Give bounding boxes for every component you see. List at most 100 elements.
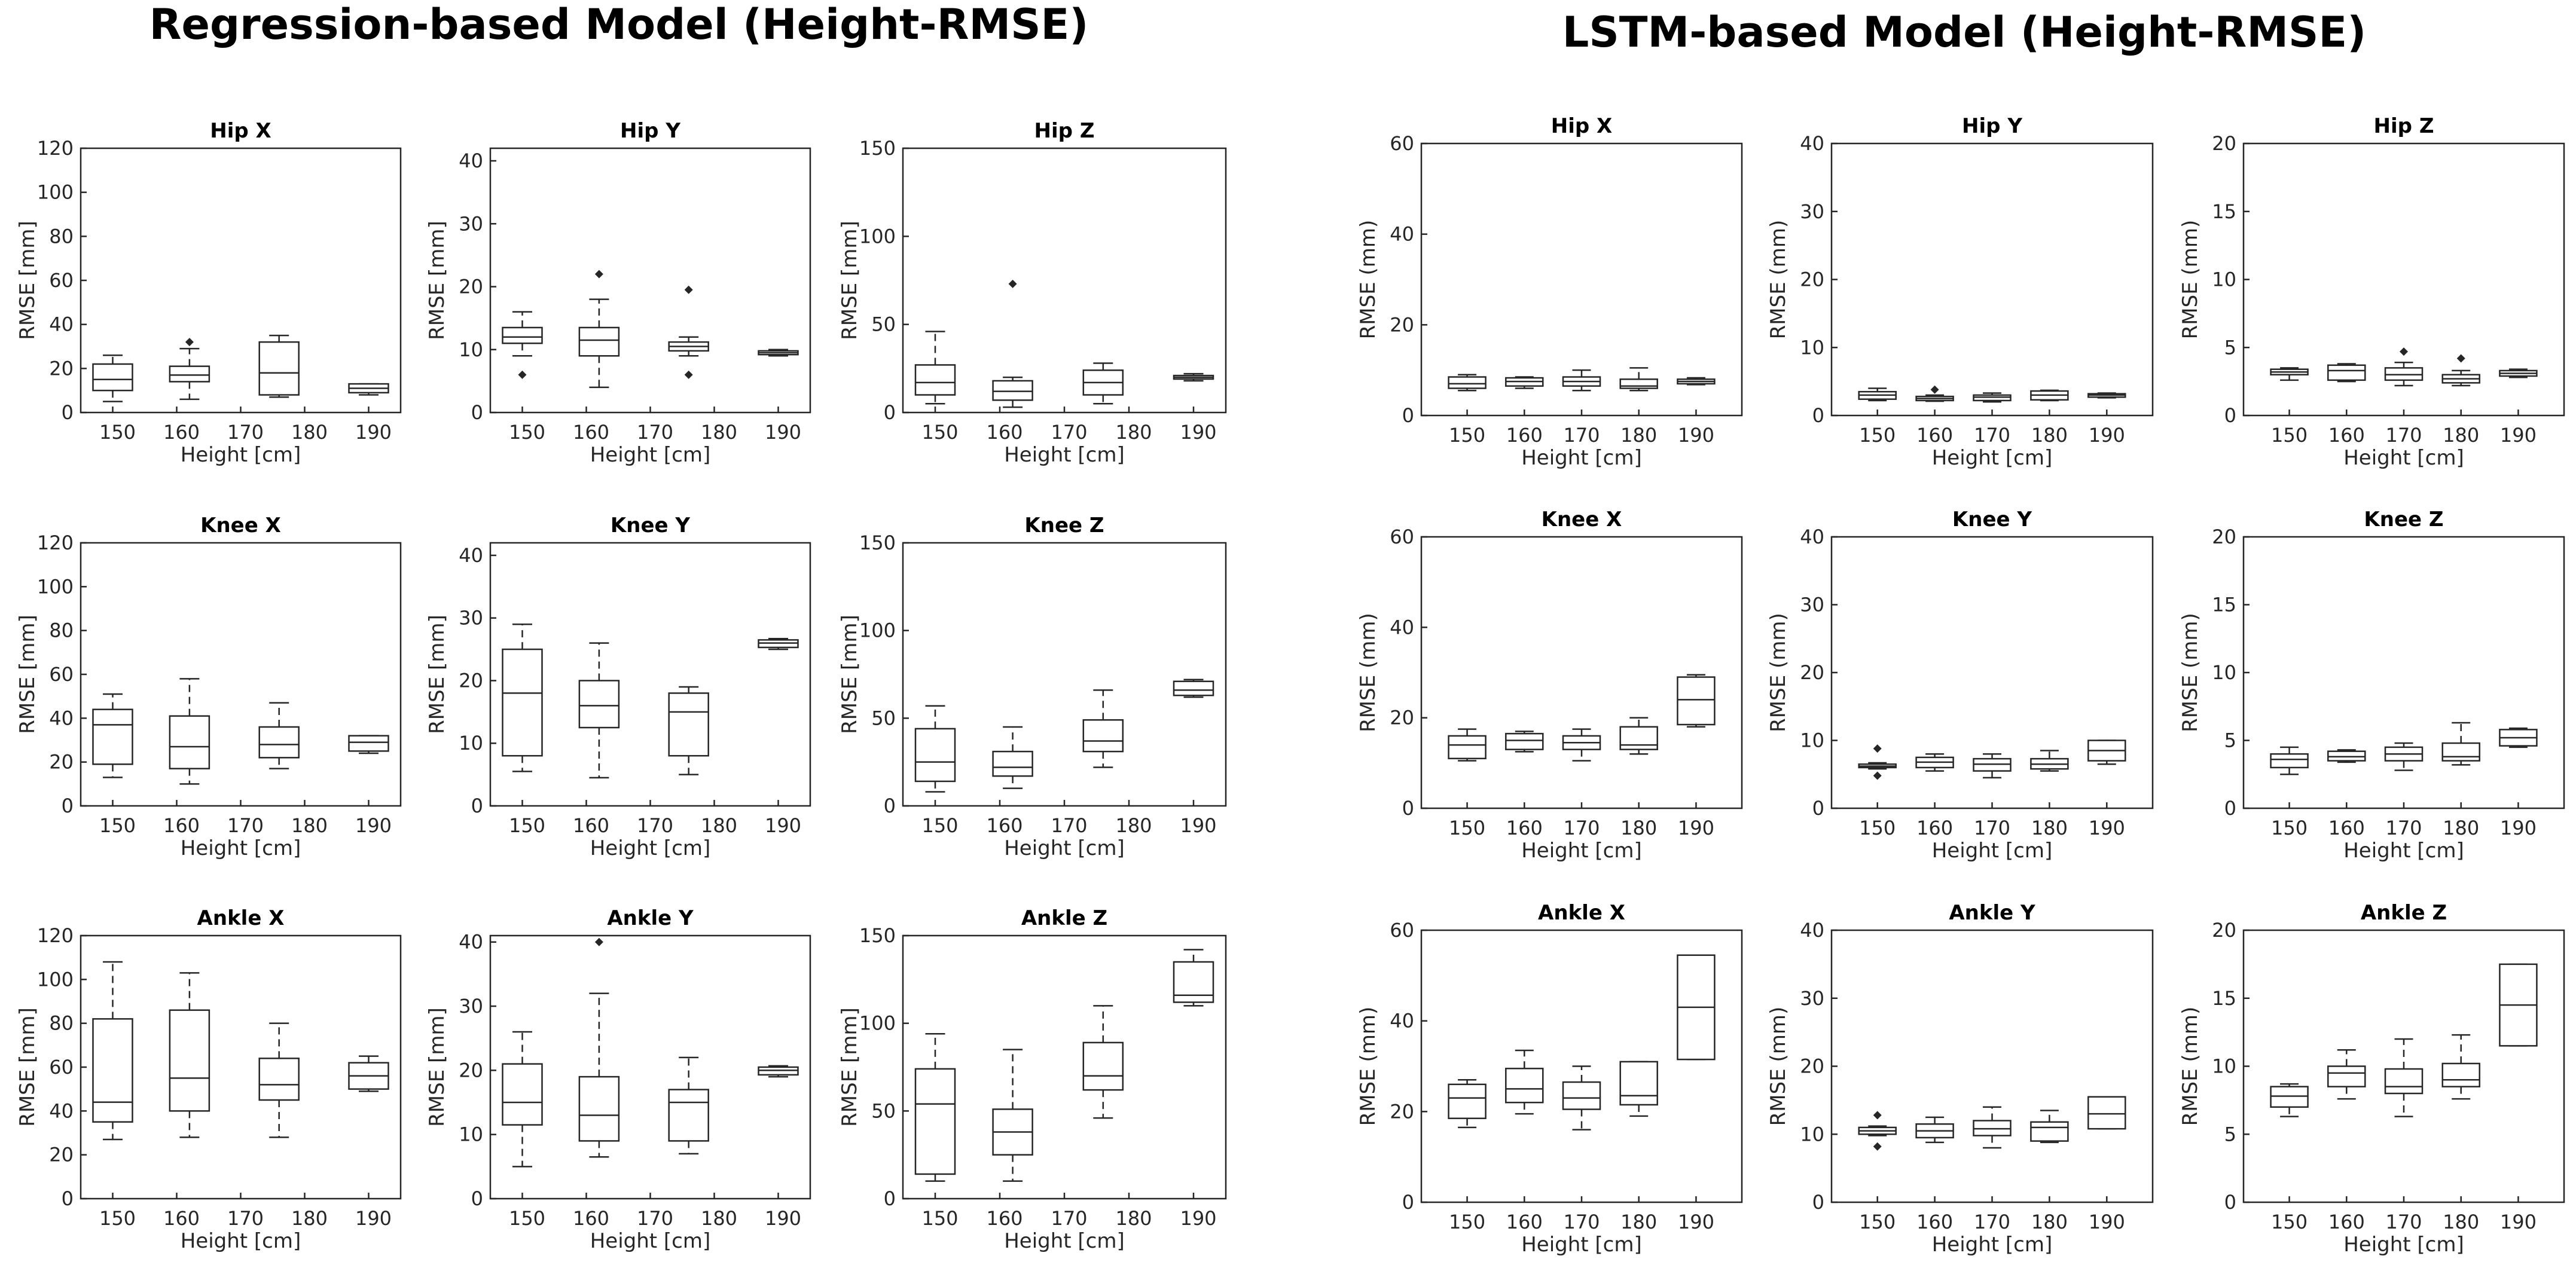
box-190	[1677, 954, 1716, 1061]
y-tick-label: 40	[1390, 223, 1414, 246]
y-axis-label: RMSE [mm]	[425, 221, 449, 340]
y-tick-label: 20	[49, 751, 74, 774]
x-tick-label: 180	[1115, 421, 1152, 444]
box-162	[578, 642, 620, 779]
y-axis-label: RMSE [mm]	[16, 221, 39, 340]
iqr-box	[1505, 1068, 1544, 1104]
box-180	[1619, 1061, 1658, 1117]
x-tick-label: 190	[2089, 424, 2125, 447]
box-190	[1677, 377, 1716, 386]
subplot-title: Knee Y	[611, 514, 691, 537]
outlier-point	[684, 370, 693, 379]
y-axis-label: RMSE [mm]	[425, 615, 449, 734]
iqr-box	[258, 1058, 300, 1101]
box-162	[992, 1049, 1033, 1182]
iqr-box	[92, 1018, 133, 1123]
x-tick-label: 160	[163, 421, 200, 444]
box-176	[258, 334, 300, 398]
x-tick-label: 150	[921, 814, 958, 837]
y-tick-label: 150	[859, 137, 896, 160]
box-150	[1858, 744, 1897, 780]
subplot-regression-hip-z: Hip Z 0 50 100 150 150 160 170 180 190 Height [cm]…	[838, 119, 1227, 467]
x-tick-label: 170	[1563, 817, 1600, 839]
y-tick-label: 10	[2212, 268, 2236, 291]
subplot-regression-knee-z: Knee Z 0 50 100 150 150 160 170 180 190 Height [cm…	[838, 514, 1227, 860]
box-162	[992, 726, 1033, 789]
y-axis-label: RMSE [mm]	[425, 1007, 449, 1127]
x-tick-label: 150	[1859, 1211, 1896, 1233]
x-tick-label: 170	[1051, 1207, 1087, 1230]
subplot-regression-hip-x: Hip X 0 20 40 60 80 100 120 150 160 170 180 190 Heigh…	[16, 119, 402, 467]
y-tick-label: 40	[1800, 919, 1824, 942]
x-tick-label: 150	[2271, 424, 2308, 447]
box-170	[1973, 392, 2012, 403]
y-tick-label: 0	[884, 401, 896, 424]
x-tick-label: 180	[1115, 1207, 1152, 1230]
subplot-title: Hip Z	[2374, 114, 2434, 138]
y-tick-label: 15	[2212, 987, 2236, 1010]
x-tick-label: 170	[1974, 1211, 2010, 1233]
y-tick-label: 40	[49, 1099, 74, 1122]
box-150	[92, 961, 133, 1141]
subplot-regression-ankle-x: Ankle X 0 20 40 60 80 100 120 150 160 170 180 190 Hei…	[16, 906, 402, 1253]
box-176	[668, 1056, 709, 1155]
x-tick-label: 170	[637, 814, 673, 837]
x-tick-label: 180	[2031, 424, 2068, 447]
x-tick-label: 190	[765, 421, 801, 444]
axes-frame	[1830, 929, 2154, 1203]
box-150	[1858, 1111, 1897, 1151]
iqr-box	[1448, 376, 1487, 389]
box-170	[2384, 742, 2424, 771]
y-tick-label: 0	[62, 401, 74, 424]
outlier-point	[1873, 1111, 1882, 1120]
box-170	[1562, 728, 1601, 762]
box-170	[2384, 1038, 2424, 1117]
x-tick-label: 150	[1449, 817, 1485, 839]
axes-frame	[489, 147, 811, 414]
x-tick-label: 170	[227, 421, 264, 444]
x-tick-label: 150	[99, 1207, 136, 1230]
y-axis-label: RMSE (mm)	[1356, 613, 1380, 732]
y-tick-label: 20	[2212, 525, 2236, 548]
subplot-title: Hip Y	[1962, 114, 2022, 138]
x-tick-label: 170	[1974, 817, 2010, 839]
y-tick-label: 100	[859, 1012, 896, 1035]
box-162	[169, 338, 210, 401]
x-tick-label: 150	[2271, 1211, 2308, 1233]
x-tick-label: 170	[2385, 817, 2422, 839]
y-tick-label: 50	[871, 313, 896, 336]
x-tick-label: 170	[1974, 424, 2010, 447]
y-tick-label: 120	[37, 924, 74, 947]
outlier-point	[185, 338, 194, 347]
y-axis-label: RMSE (mm)	[1766, 220, 1790, 340]
y-tick-label: 0	[884, 1187, 896, 1210]
x-tick-label: 190	[2089, 817, 2125, 839]
box-162	[169, 678, 210, 785]
y-tick-label: 60	[1390, 919, 1414, 942]
subplot-lstm-knee-z: Knee Z 0 5 10 15 20 150 160 170 180 190 Height [cm]…	[2178, 508, 2565, 863]
y-tick-label: 20	[2212, 919, 2236, 942]
subplot-lstm-hip-z: Hip Z 0 5 10 15 20 150 160 170 180 190 Height [cm] R…	[2178, 114, 2565, 470]
y-tick-label: 0	[62, 1187, 74, 1210]
y-tick-label: 60	[1390, 132, 1414, 155]
subplot-title: Ankle X	[1538, 901, 1625, 925]
box-190	[758, 349, 799, 357]
x-axis-label: Height [cm]	[181, 443, 301, 467]
iqr-box	[1619, 378, 1658, 389]
outlier-point	[684, 285, 693, 294]
x-tick-label: 180	[291, 814, 328, 837]
y-tick-label: 50	[871, 1099, 896, 1122]
iqr-box	[502, 648, 543, 757]
box-180	[2030, 750, 2069, 772]
box-150	[914, 331, 956, 405]
box-180	[2441, 1034, 2480, 1100]
y-tick-label: 100	[37, 575, 74, 598]
y-tick-label: 20	[459, 1059, 483, 1081]
iqr-box	[2384, 1068, 2424, 1095]
y-tick-label: 0	[1402, 1191, 1414, 1214]
box-190	[2499, 963, 2538, 1047]
box-176	[1082, 362, 1124, 405]
x-tick-label: 170	[1051, 814, 1087, 837]
y-tick-label: 60	[1390, 525, 1414, 548]
box-170	[1973, 753, 2012, 779]
